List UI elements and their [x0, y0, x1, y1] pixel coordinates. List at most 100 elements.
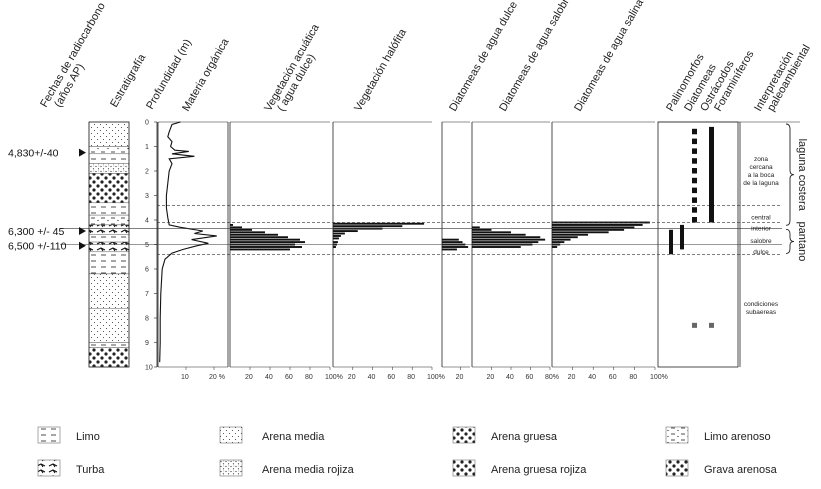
strat-layer — [88, 224, 130, 235]
date-arrow-icon — [79, 227, 86, 236]
legend-swatch-limo — [37, 426, 61, 444]
strat-layer — [88, 347, 130, 368]
proxy-panels: 10 20 % 20 40 60 80 100% 20 40 60 80 100% 20 20 40 60 80… — [157, 121, 800, 381]
brackish-diatoms-panel-bar — [472, 233, 526, 236]
date-label: 6,500 +/-110 — [8, 241, 67, 253]
strat-layer — [88, 342, 130, 348]
zone-label: laguna costera — [796, 139, 808, 212]
depth-tick-label: 2 — [145, 169, 149, 176]
interpretation-label: subaereas — [746, 309, 777, 316]
depth-tick-label: 4 — [145, 218, 149, 225]
legend-swatch-grava-arenosa — [665, 459, 689, 477]
depth-tick-label: 6 — [145, 267, 149, 274]
legend-swatch-arena-gruesa — [452, 426, 476, 444]
halophytic-panel-tick-label: 20 — [348, 374, 356, 381]
date-arrow-icon — [79, 148, 86, 157]
ostracodos-mark — [692, 168, 697, 174]
foraminiferos-point — [709, 322, 714, 328]
halophytic-panel-bar — [333, 222, 425, 225]
organic-matter-panel-tick-label: 10 — [181, 374, 189, 381]
interpretation-label: interior — [751, 226, 772, 233]
zone-brace-icon — [785, 123, 795, 226]
palinomorfos-bar — [669, 229, 673, 255]
aquatic-panel-bar — [230, 248, 290, 251]
halophytic-panel-bar — [333, 225, 403, 228]
aquatic-panel-bar — [230, 233, 278, 236]
aquatic-panel-tick-label: 40 — [265, 374, 273, 381]
saline-diatoms-panel-bar — [552, 221, 650, 224]
aquatic-panel: 20 40 60 80 100% — [229, 121, 343, 381]
legend-label: Grava arenosa — [704, 464, 778, 476]
aquatic-panel-tick-label: 60 — [285, 374, 293, 381]
interpretation-label: de la laguna — [743, 180, 779, 187]
depth-tick-label: 9 — [145, 340, 149, 347]
depth-tick-label: 7 — [145, 291, 149, 298]
depth-tick-label: 3 — [145, 193, 149, 200]
ostracodos-mark — [692, 128, 697, 135]
date-label: 6,300 +/- 45 — [8, 226, 64, 238]
strat-layer — [88, 153, 130, 164]
ostracodos-mark — [692, 207, 697, 213]
aquatic-panel-tick-label: 100% — [325, 374, 343, 381]
aquatic-panel-tick-label: 20 — [245, 374, 253, 381]
legend-label: Arena media — [262, 431, 325, 443]
strat-layer — [88, 234, 130, 243]
aquatic-panel-bar — [230, 228, 252, 231]
legend-swatch-arena-gruesa-rojiza — [452, 459, 476, 477]
brackish-diatoms-panel-bar — [472, 226, 480, 229]
halophytic-panel-bar — [333, 235, 341, 237]
depth-tick-label: 5 — [145, 242, 149, 249]
aquatic-panel-bar — [230, 236, 288, 239]
legend: Limo Turba Arena media Arena media rojiza Ar… — [37, 426, 778, 477]
saline-diatoms-panel-bar — [552, 241, 565, 244]
brackish-diatoms-panel-bar — [472, 228, 492, 231]
strat-layer — [88, 202, 130, 216]
presence-columns — [669, 126, 714, 328]
aquatic-panel-bar — [230, 224, 233, 226]
aquatic-panel-bar — [230, 238, 300, 241]
brackish-diatoms-panel-tick-label: 20 — [487, 374, 495, 381]
brackish-diatoms-panel-bar — [472, 236, 541, 239]
strat-layer — [88, 273, 130, 309]
legend-swatch-limo-arenoso — [665, 426, 689, 444]
strat-layer — [88, 121, 130, 147]
legend-label: Arena media rojiza — [262, 464, 355, 476]
halophytic-panel-tick-label: 40 — [368, 374, 376, 381]
interpretation-label: condiciones — [744, 301, 779, 308]
saline-diatoms-panel-bar — [552, 238, 571, 241]
diatomeas-bar — [680, 224, 684, 250]
aquatic-panel-bar — [230, 226, 242, 229]
saline-diatoms-panel-bar — [552, 233, 589, 236]
legend-swatch-turba — [37, 459, 61, 477]
aquatic-panel-bar — [230, 246, 302, 248]
date-arrow-icon — [79, 241, 86, 250]
aquatic-panel-bar — [230, 231, 265, 234]
zone-brace-icon — [785, 228, 795, 254]
halophytic-panel-bar — [333, 237, 339, 240]
ostracodos-mark — [692, 138, 697, 145]
saline-diatoms-panel-tick-label: 20 — [568, 374, 576, 381]
halophytic-panel: 20 40 60 80 100% — [332, 121, 445, 381]
saline-diatoms-panel-tick-label: 100% — [650, 374, 668, 381]
saline-diatoms-panel-tick-label: 80 — [629, 374, 637, 381]
brackish-diatoms-panel-tick-label: 80% — [545, 374, 559, 381]
halophytic-panel-tick-label: 100% — [427, 374, 445, 381]
zone-label: pantano — [796, 222, 808, 262]
date-label: 4,830+/-40 — [8, 148, 59, 160]
halophytic-panel-bar — [333, 232, 345, 235]
strat-layer — [88, 251, 130, 275]
ostracodos-mark — [692, 187, 697, 194]
saline-diatoms-panel-bar — [552, 236, 578, 239]
strat-layer — [88, 146, 130, 155]
saline-diatoms-panel-tick-label: 60 — [609, 374, 617, 381]
saline-diatoms-panel-bar — [552, 246, 558, 248]
legend-swatch-arena-media — [219, 426, 243, 444]
brackish-diatoms-panel-tick-label: 60 — [526, 374, 534, 381]
fresh-diatoms-panel-bar — [442, 248, 457, 251]
fresh-diatoms-panel-tick-label: 20 — [456, 374, 464, 381]
legend-label: Limo — [76, 431, 100, 443]
brackish-diatoms-panel-bar — [472, 241, 539, 244]
legend-label: Turba — [76, 464, 105, 476]
interpretation-label: dulce — [753, 249, 769, 256]
